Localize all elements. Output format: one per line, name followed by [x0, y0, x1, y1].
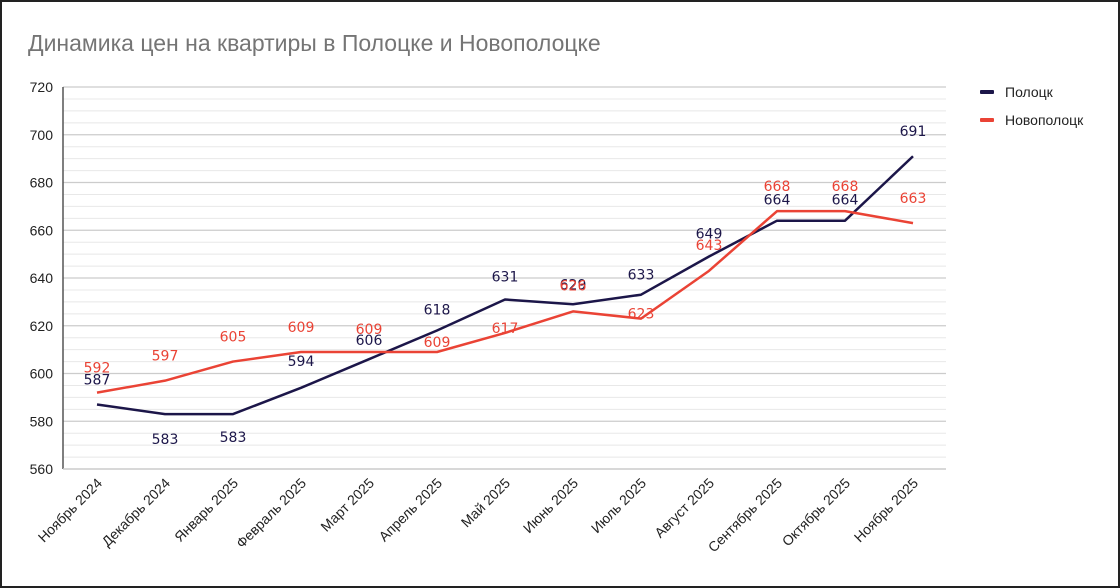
data-label: 631 [492, 269, 519, 285]
y-tick-label: 620 [30, 318, 54, 334]
data-labels: 587 583 583 594 606 618 631 629 633 649 664 664 691 5… [84, 124, 927, 448]
x-tick-label: Декабрь 2024 [98, 475, 173, 550]
chart-title: Динамика цен на квартиры в Полоцке и Нов… [28, 30, 601, 56]
series-line-polotsk [96, 155, 914, 416]
data-label: 583 [220, 430, 247, 446]
x-tick-label: Август 2025 [651, 475, 717, 541]
legend-swatch-icon [980, 90, 994, 94]
legend-swatch-icon [980, 118, 994, 122]
data-label: 668 [764, 179, 791, 195]
x-tick-label: Апрель 2025 [375, 475, 445, 545]
gridlines [63, 86, 946, 470]
y-tick-label: 660 [30, 222, 54, 238]
data-label: 664 [764, 193, 791, 209]
legend: Полоцк Новополоцк [980, 78, 1083, 134]
data-label: 691 [900, 124, 927, 140]
y-tick-label: 640 [30, 270, 54, 286]
data-label: 587 [84, 373, 111, 389]
data-label: 626 [560, 278, 587, 294]
x-tick-label: Октябрь 2025 [779, 475, 854, 550]
x-tick-label: Май 2025 [458, 475, 514, 531]
x-tick-label: Июнь 2025 [520, 475, 581, 536]
data-label: 583 [152, 432, 179, 448]
x-tick-label: Ноябрь 2024 [35, 475, 106, 546]
legend-item-novopolotsk[interactable]: Новополоцк [980, 106, 1083, 134]
y-tick-label: 700 [30, 127, 54, 143]
data-label: 617 [492, 321, 519, 337]
data-label: 623 [628, 307, 655, 323]
data-label: 609 [424, 335, 451, 351]
x-tick-label: Март 2025 [317, 475, 377, 535]
data-label: 663 [900, 191, 927, 207]
legend-label: Новополоцк [1005, 112, 1084, 128]
x-tick-label: Январь 2025 [171, 475, 241, 545]
data-label: 605 [220, 330, 247, 346]
data-label: 649 [696, 227, 723, 243]
x-tick-label: Февраль 2025 [233, 475, 309, 551]
legend-label: Полоцк [1005, 84, 1053, 100]
data-label: 618 [424, 303, 451, 319]
x-tick-label: Июль 2025 [588, 475, 649, 536]
data-label: 594 [288, 354, 315, 370]
x-tick-label: Ноябрь 2025 [851, 475, 922, 546]
data-label: 633 [628, 268, 655, 284]
data-label: 643 [696, 238, 723, 254]
y-tick-label: 680 [30, 175, 54, 191]
data-label: 629 [560, 277, 587, 293]
data-label: 597 [152, 349, 179, 365]
y-tick-label: 600 [30, 366, 54, 382]
series-lines [96, 155, 914, 416]
y-axis: 560 580 600 620 640 660 680 700 720 [30, 79, 946, 477]
y-tick-label: 720 [30, 79, 54, 95]
data-label: 609 [356, 322, 383, 338]
y-tick-label: 560 [30, 461, 54, 477]
y-tick-label: 580 [30, 413, 54, 429]
series-line-novopolotsk [96, 209, 914, 394]
data-label: 609 [288, 320, 315, 336]
data-label: 606 [356, 333, 383, 349]
legend-item-polotsk[interactable]: Полоцк [980, 78, 1083, 106]
data-label: 668 [832, 179, 859, 195]
data-label: 592 [84, 361, 111, 377]
x-tick-label: Сентябрь 2025 [705, 475, 786, 556]
data-label: 664 [832, 193, 859, 209]
